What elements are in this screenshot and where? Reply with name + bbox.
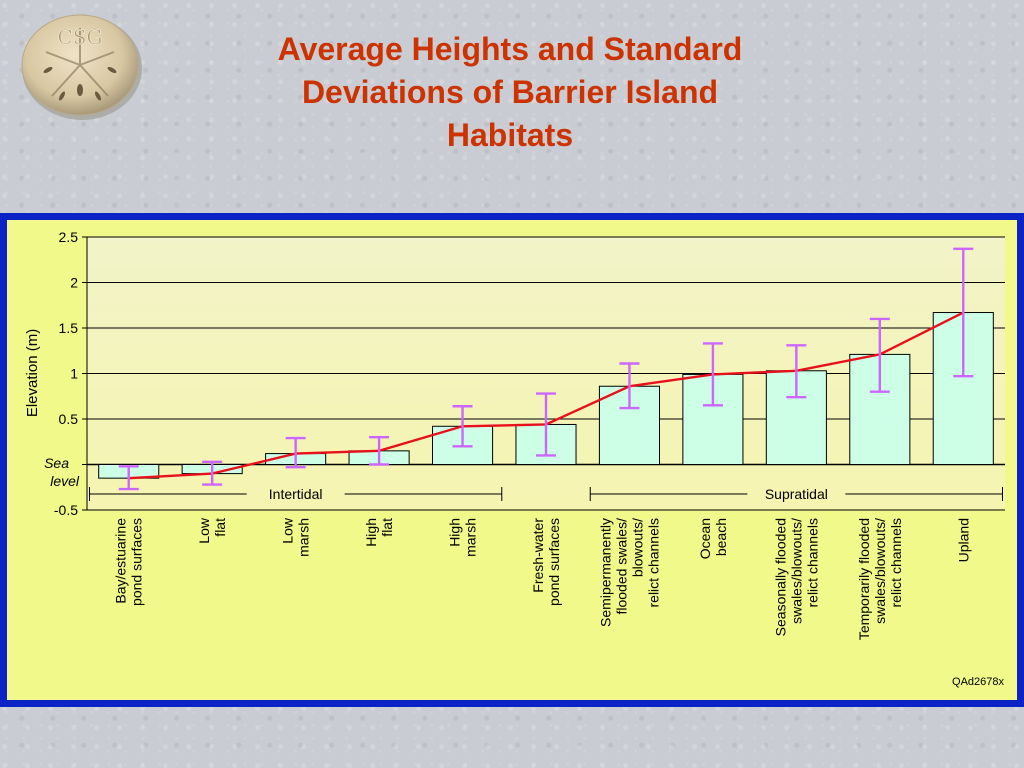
error-bar (536, 392, 556, 457)
x-tick-label-line: relict channels (804, 518, 820, 608)
x-tick-label-line: High (363, 518, 379, 547)
error-bar (202, 460, 223, 486)
error-bar (369, 435, 390, 466)
y-tick-label: 0.5 (59, 411, 79, 427)
y-tick-label: 1 (70, 366, 78, 382)
x-tick-label-line: swales/blowouts/ (872, 518, 888, 624)
csg-logo: CSG (21, 14, 142, 120)
logo-text: CSG (58, 25, 103, 49)
error-bar (953, 247, 974, 378)
chart-frame: 2.5 2 1.5 1 0.5 -0.5 Elevation (m) Sea level … (0, 213, 1024, 707)
x-tick-label: Bay/estuarine pond surfaces (113, 518, 145, 606)
x-tick-label-line: Low (196, 517, 212, 544)
x-tick-label-line: Ocean (697, 518, 713, 559)
x-tick-label-line: Fresh-water (530, 518, 546, 593)
y-tick-label: 2.5 (59, 229, 79, 245)
sea-level-label-1: Sea (44, 455, 69, 471)
x-tick-label-line: marsh (463, 518, 479, 557)
chart-panel: 2.5 2 1.5 1 0.5 -0.5 Elevation (m) Sea level … (7, 220, 1017, 700)
group-bracket: Supratidal (589, 486, 1003, 502)
page-title: Average Heights and Standard Deviations … (200, 28, 820, 157)
x-tick-label-line: swales/blowouts/ (788, 518, 804, 624)
x-axis-labels: Bay/estuarine pond surfaces Low flat Low mars… (113, 517, 972, 640)
x-tick-label-line: Bay/estuarine (113, 518, 129, 604)
sea-level-label-2: level (50, 473, 80, 489)
x-tick-label: High marsh (447, 518, 479, 557)
x-tick-label: Temporarily flooded swales/blowouts/relic… (856, 518, 904, 640)
x-tick-label: Low marsh (280, 517, 312, 557)
x-tick-label-line: Semipermanently (597, 518, 613, 627)
x-tick-label: Seasonally flooded swales/blowouts/relict… (772, 518, 820, 636)
x-tick-label-line: blowouts/ (629, 518, 645, 577)
y-tick-label: 1.5 (59, 320, 79, 336)
x-tick-label-line: relict channels (888, 518, 904, 608)
y-tick-label: -0.5 (54, 502, 78, 518)
x-tick-label: Fresh-water pond surfaces (530, 518, 562, 606)
habitat-groups: Intertidal Supratidal (89, 486, 1003, 502)
error-bar (619, 362, 640, 410)
x-tick-label-line: pond surfaces (546, 518, 562, 606)
group-bracket: Intertidal (89, 486, 503, 502)
error-bar (452, 405, 473, 448)
title-line-3: Habitats (446, 117, 574, 153)
x-tick-label-line: flat (379, 518, 395, 537)
x-tick-label: Low flat (196, 517, 228, 544)
x-tick-label: Semipermanently flooded swales/blowouts/r… (597, 518, 661, 627)
title-line-2: Deviations of Barrier Island (301, 74, 719, 110)
x-tick-label: Ocean beach (697, 518, 729, 559)
figure-code: QAd2678x (952, 676, 1004, 688)
x-tick-label-line: relict channels (645, 518, 661, 608)
y-axis-label: Elevation (m) (24, 329, 41, 417)
error-bars (118, 247, 974, 491)
x-tick-label-line: flat (212, 518, 228, 537)
x-tick-label-line: Temporarily flooded (856, 518, 872, 640)
error-bar (786, 344, 807, 399)
error-bar (285, 436, 306, 469)
x-tick-label: Upland (955, 518, 971, 562)
error-bar (118, 465, 139, 491)
y-axis-ticks: 2.5 2 1.5 1 0.5 -0.5 (54, 229, 87, 518)
x-tick-label-line: flooded swales/ (613, 518, 629, 615)
x-tick-label-line: High (447, 518, 463, 547)
title-line-1: Average Heights and Standard (277, 31, 743, 67)
error-bar (702, 342, 723, 407)
group-label: Intertidal (269, 486, 323, 502)
y-tick-label: 2 (70, 275, 78, 291)
x-tick-label-line: beach (713, 518, 729, 556)
x-tick-label-line: Upland (955, 518, 971, 562)
x-tick-label-line: Seasonally flooded (772, 518, 788, 636)
x-tick-label-line: pond surfaces (129, 518, 145, 606)
x-tick-label-line: marsh (296, 518, 312, 557)
bar (598, 385, 660, 466)
elevation-chart: 2.521.510.5-0.5 Elevation (m) Sea level … (24, 229, 1005, 688)
x-tick-label-line: Low (280, 517, 296, 544)
group-label: Supratidal (765, 486, 828, 502)
x-tick-label: High flat (363, 518, 395, 547)
error-bar (869, 317, 890, 393)
